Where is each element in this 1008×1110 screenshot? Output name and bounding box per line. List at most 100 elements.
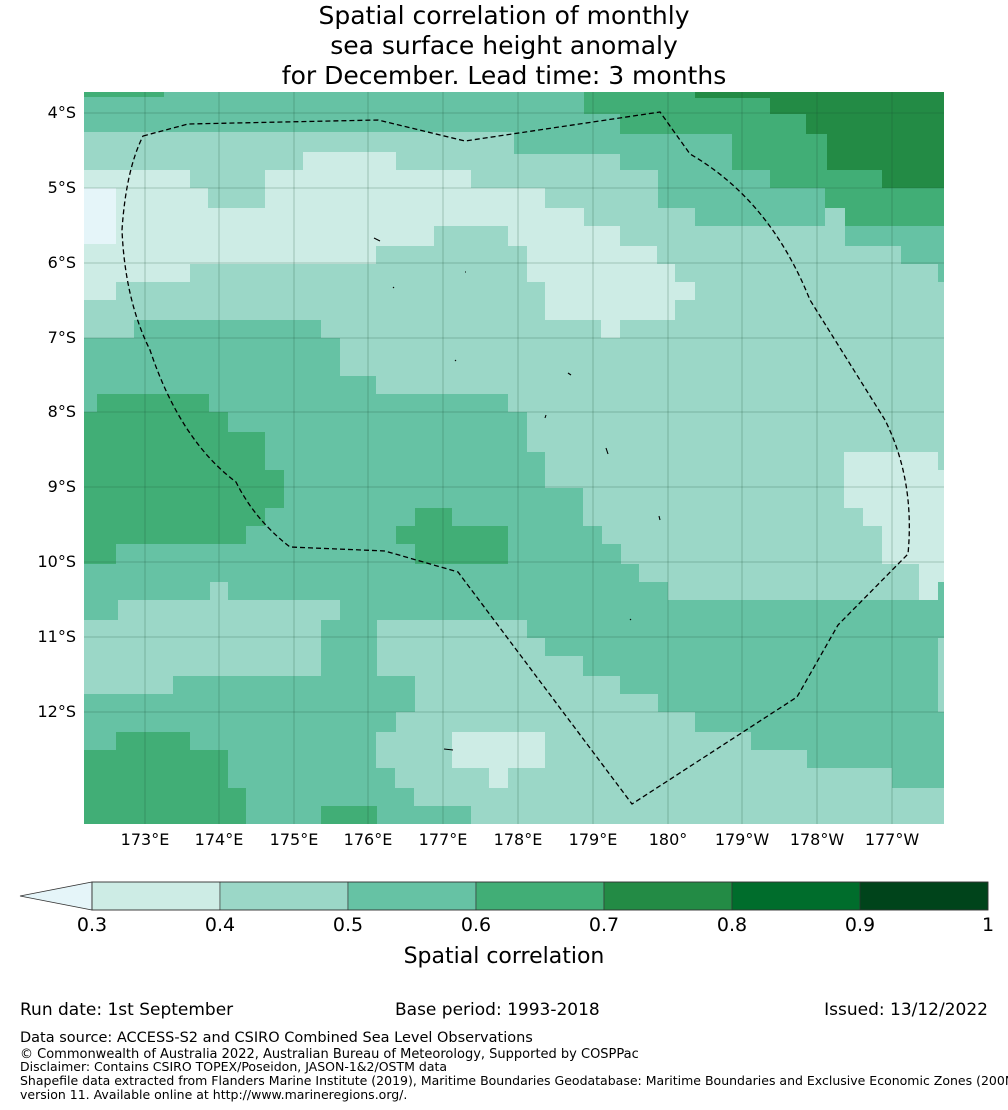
lat-label: 12°S: [37, 702, 76, 721]
title-line-1: Spatial correlation of monthly: [318, 1, 690, 30]
colorbar-tick-label: 0.3: [76, 914, 108, 936]
cell-region: [84, 432, 265, 470]
lat-label: 10°S: [37, 552, 76, 571]
colorbar-extend-arrow: [19, 881, 93, 911]
cell-region: [882, 170, 944, 188]
colorbar-segment: [475, 881, 605, 911]
cell-region: [321, 638, 377, 676]
cell-region: [84, 526, 246, 544]
cell-region: [938, 264, 944, 282]
shapefile-credit-1: Shapefile data extracted from Flanders M…: [20, 1073, 1008, 1088]
cell-region: [84, 470, 284, 508]
colorbar-segment: [347, 881, 477, 911]
data-source: Data source: ACCESS-S2 and CSIRO Combine…: [20, 1030, 533, 1046]
cell-region: [695, 712, 944, 732]
colorbar-outline: [91, 881, 989, 911]
cell-region: [844, 470, 944, 508]
colorbar-tick-label: 0.4: [204, 914, 236, 936]
cell-region: [84, 376, 376, 394]
cell-region: [806, 114, 944, 134]
cell-region: [938, 452, 944, 470]
cell-region: [545, 300, 675, 320]
disclaimer: Disclaimer: Contains CSIRO TOPEX/Poseido…: [20, 1059, 448, 1074]
lat-label: 9°S: [47, 477, 76, 496]
cell-region: [527, 412, 944, 452]
cell-region: [602, 526, 944, 544]
cell-region: [770, 564, 944, 582]
cell-region: [527, 246, 657, 264]
cell-region: [545, 638, 938, 656]
cell-region: [84, 750, 228, 788]
cell-region: [788, 582, 944, 600]
cell-region: [84, 92, 584, 114]
lon-label: 178°W: [789, 830, 845, 849]
cell-region: [620, 676, 938, 694]
cell-region: [84, 92, 164, 97]
cell-region: [84, 544, 116, 564]
cell-region: [84, 564, 639, 582]
cell-region: [639, 564, 695, 582]
run-date: Run date: 1st September: [20, 1000, 234, 1020]
colorbar-tick-label: 0.9: [844, 914, 876, 936]
cell-region: [84, 264, 190, 282]
cell-region: [84, 694, 415, 712]
base-period: Base period: 1993-2018: [395, 1000, 600, 1020]
lon-label: 178°E: [493, 830, 543, 849]
cell-region: [658, 694, 938, 712]
cell-region: [583, 656, 938, 676]
colorbar-segment: [731, 881, 861, 911]
title-line-2: sea surface height anomaly: [330, 31, 678, 60]
cell-region: [545, 282, 695, 300]
cell-region: [210, 676, 415, 694]
island-outline: [443, 748, 454, 751]
cell-region: [84, 226, 434, 246]
cell-region: [732, 134, 827, 170]
lat-label: 7°S: [47, 328, 76, 347]
cell-region: [452, 732, 545, 768]
cell-region: [396, 526, 508, 544]
cell-region: [228, 768, 395, 788]
cell-region: [620, 114, 806, 134]
lon-label: 174°E: [194, 830, 244, 849]
island-outline: [605, 447, 609, 455]
cell-region: [901, 226, 944, 264]
cell-region: [84, 188, 116, 244]
cell-region: [863, 508, 944, 526]
cell-region: [84, 544, 621, 564]
island-outline: [544, 414, 547, 419]
title-line-3: for December. Lead time: 3 months: [281, 61, 727, 90]
lat-label: 8°S: [47, 402, 76, 421]
cell-region: [508, 394, 944, 412]
cell-region: [601, 320, 620, 338]
cell-region: [84, 114, 514, 132]
island-outline: [373, 237, 381, 242]
lon-label: 180°: [648, 830, 688, 849]
map-gridlines: [84, 92, 944, 824]
cell-region: [527, 620, 944, 638]
cell-region: [84, 246, 376, 264]
colorbar-tick-label: 1: [981, 914, 995, 936]
cell-region: [84, 338, 340, 376]
cell-region: [246, 788, 414, 806]
colorbar-segment: [219, 881, 349, 911]
issued-date: Issued: 13/12/2022: [824, 1000, 988, 1020]
cell-region: [845, 226, 901, 246]
cell-region: [321, 806, 377, 824]
island-outline: [567, 372, 572, 376]
lon-label: 177°E: [418, 830, 468, 849]
cell-region: [825, 188, 944, 208]
cell-region: [770, 92, 944, 114]
lon-label: 179°W: [714, 830, 770, 849]
lon-label: 179°E: [568, 830, 618, 849]
cell-region: [845, 208, 944, 226]
colorbar-segment: [91, 881, 221, 911]
cell-region: [892, 768, 944, 788]
cell-region: [84, 712, 396, 732]
cell-region: [84, 412, 228, 432]
colorbar-label: Spatial correlation: [403, 944, 605, 969]
correlation-map: [84, 92, 944, 824]
lon-label: 173°E: [120, 830, 170, 849]
eez-boundary: [121, 111, 910, 805]
cell-region: [695, 92, 770, 98]
cell-region: [84, 282, 116, 300]
